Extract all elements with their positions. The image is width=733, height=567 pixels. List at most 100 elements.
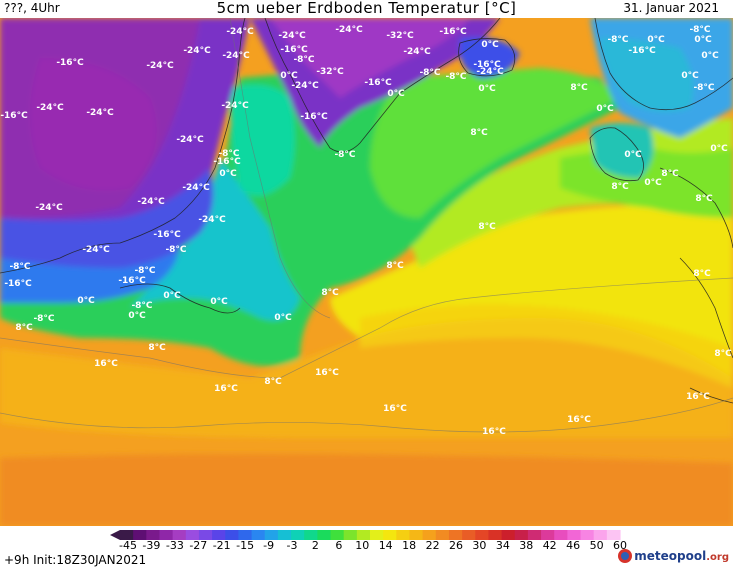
colorbar-cell <box>304 530 318 540</box>
temperature-label: -16°C <box>280 45 308 55</box>
temperature-label: -8°C <box>334 150 355 160</box>
temperature-label: -16°C <box>0 111 28 121</box>
colorbar-cell <box>554 530 568 540</box>
coastlines <box>0 18 733 404</box>
colorbar-cell <box>133 530 147 540</box>
colorbar-cell <box>593 530 608 540</box>
temperature-label: -24°C <box>198 215 226 225</box>
colorbar-tick-label: 14 <box>378 539 393 552</box>
temperature-label: -8°C <box>165 245 186 255</box>
temperature-label: -24°C <box>137 197 165 207</box>
colorbar-tick-label: 46 <box>566 539 581 552</box>
temperature-label: -8°C <box>33 314 54 324</box>
temperature-label: 0°C <box>596 104 614 114</box>
temperature-label: -16°C <box>364 78 392 88</box>
temperature-label: -24°C <box>278 31 306 41</box>
temperature-label: 16°C <box>567 415 591 425</box>
temperature-label: 8°C <box>386 261 404 271</box>
colorbar-cell <box>291 530 305 540</box>
colorbar-cell <box>356 530 371 540</box>
temperature-label: 8°C <box>264 377 282 387</box>
colorbar-cell <box>541 530 555 540</box>
colorbar-cell <box>317 530 332 540</box>
temperature-label: -24°C <box>182 183 210 193</box>
colorbar-tick-label: 26 <box>449 539 463 552</box>
colorbar-cell <box>514 530 529 540</box>
temperature-label: 0°C <box>478 84 496 94</box>
meteopool-logo[interactable]: meteopool.org <box>618 548 729 564</box>
temperature-label: -16°C <box>118 276 146 286</box>
temperature-map-canvas: -24°C -24°C-24°C-32°C -16°C -8°C-8°C 0°C 0°C-… <box>0 18 733 526</box>
temperature-label: -8°C <box>9 262 30 272</box>
colorbar-tick-label: -21 <box>212 539 231 552</box>
temperature-label: -24°C <box>222 51 250 61</box>
temperature-label: -8°C <box>218 149 239 159</box>
temperature-label: 0°C <box>387 89 405 99</box>
temperature-label: 0°C <box>77 296 95 306</box>
contours <box>0 18 733 433</box>
temperature-label: 16°C <box>94 359 118 369</box>
colorbar-min-arrow <box>110 530 120 540</box>
temperature-label: 16°C <box>686 392 710 402</box>
colorbar-cell <box>475 530 490 540</box>
colorbar-cell <box>383 530 397 540</box>
colorbar-cell <box>277 530 292 540</box>
temperature-label: 0°C <box>647 35 665 45</box>
map-title: 5cm ueber Erdboden Temperatur [°C] <box>216 0 517 17</box>
temperature-label: 8°C <box>321 288 339 298</box>
temperature-label: 0°C <box>681 71 699 81</box>
temperature-label: -16°C <box>153 230 181 240</box>
temperature-label: -24°C <box>36 103 64 113</box>
colorbar-cell <box>422 530 437 540</box>
colorbar-tick-label: -9 <box>263 539 275 552</box>
colorbar-cell <box>435 530 450 540</box>
temperature-label: 8°C <box>693 269 711 279</box>
temperature-label: -32°C <box>386 31 414 41</box>
logo-tld: .org <box>706 552 729 563</box>
temperature-label: 16°C <box>383 404 407 414</box>
colorbar-tick-label: -39 <box>142 539 161 552</box>
colorbar-cell <box>488 530 503 540</box>
temperature-label: 0°C <box>210 297 228 307</box>
temperature-label: -8°C <box>445 72 466 82</box>
temperature-map[interactable]: -24°C -24°C -24°C -32°C -16°C -8°C -8°C 0°C 0°C -… <box>0 18 733 526</box>
forecast-date-label: 31. Januar 2021 <box>623 1 719 15</box>
temperature-label: -16°C <box>4 279 32 289</box>
logo-text: meteopool.org <box>634 549 729 563</box>
temperature-label: 0°C <box>280 71 298 81</box>
temperature-label: 16°C <box>315 368 339 378</box>
colorbar-tick-label: -45 <box>119 539 137 552</box>
colorbar-tick-label: -3 <box>286 539 298 552</box>
colorbar-tick-label: 22 <box>425 539 440 552</box>
temperature-label: -16°C <box>439 27 467 37</box>
init-time-label: +9h Init:18Z30JAN2021 <box>4 553 147 567</box>
temperature-label: -16°C <box>300 112 328 122</box>
temperature-label: 8°C <box>661 169 679 179</box>
colorbar-tick-label: 60 <box>613 539 627 552</box>
forecast-time-label: ???, 4Uhr <box>4 1 60 15</box>
colorbar-cell <box>198 530 213 540</box>
colorbar-cell <box>448 530 463 540</box>
colorbar-cell <box>370 530 384 540</box>
temperature-label: 0°C <box>701 51 719 61</box>
temperature-label: -8°C <box>419 68 440 78</box>
temperature-label: 8°C <box>695 194 713 204</box>
colorbar-tick-label: 34 <box>495 539 510 552</box>
temperature-label: -8°C <box>607 35 628 45</box>
temperature-label: -24°C <box>35 203 63 213</box>
logo-main: meteopool <box>634 549 707 563</box>
temperature-label: -24°C <box>291 81 319 91</box>
temperature-label: -24°C <box>335 25 363 35</box>
temperature-label: -16°C <box>628 46 656 56</box>
colorbar-tick-label: -27 <box>189 539 208 552</box>
temperature-label: -24°C <box>82 245 110 255</box>
colorbar-cell <box>409 530 424 540</box>
temperature-label: -8°C <box>693 83 714 93</box>
temperature-label: 8°C <box>570 83 588 93</box>
colorbar-tick-label: 10 <box>355 539 370 552</box>
temperature-label: 8°C <box>15 323 33 333</box>
temperature-label: -32°C <box>316 67 344 77</box>
temperature-label: -24°C <box>476 67 504 77</box>
colorbar-tick-label: -15 <box>236 539 255 552</box>
colorbar-cell <box>225 530 240 540</box>
